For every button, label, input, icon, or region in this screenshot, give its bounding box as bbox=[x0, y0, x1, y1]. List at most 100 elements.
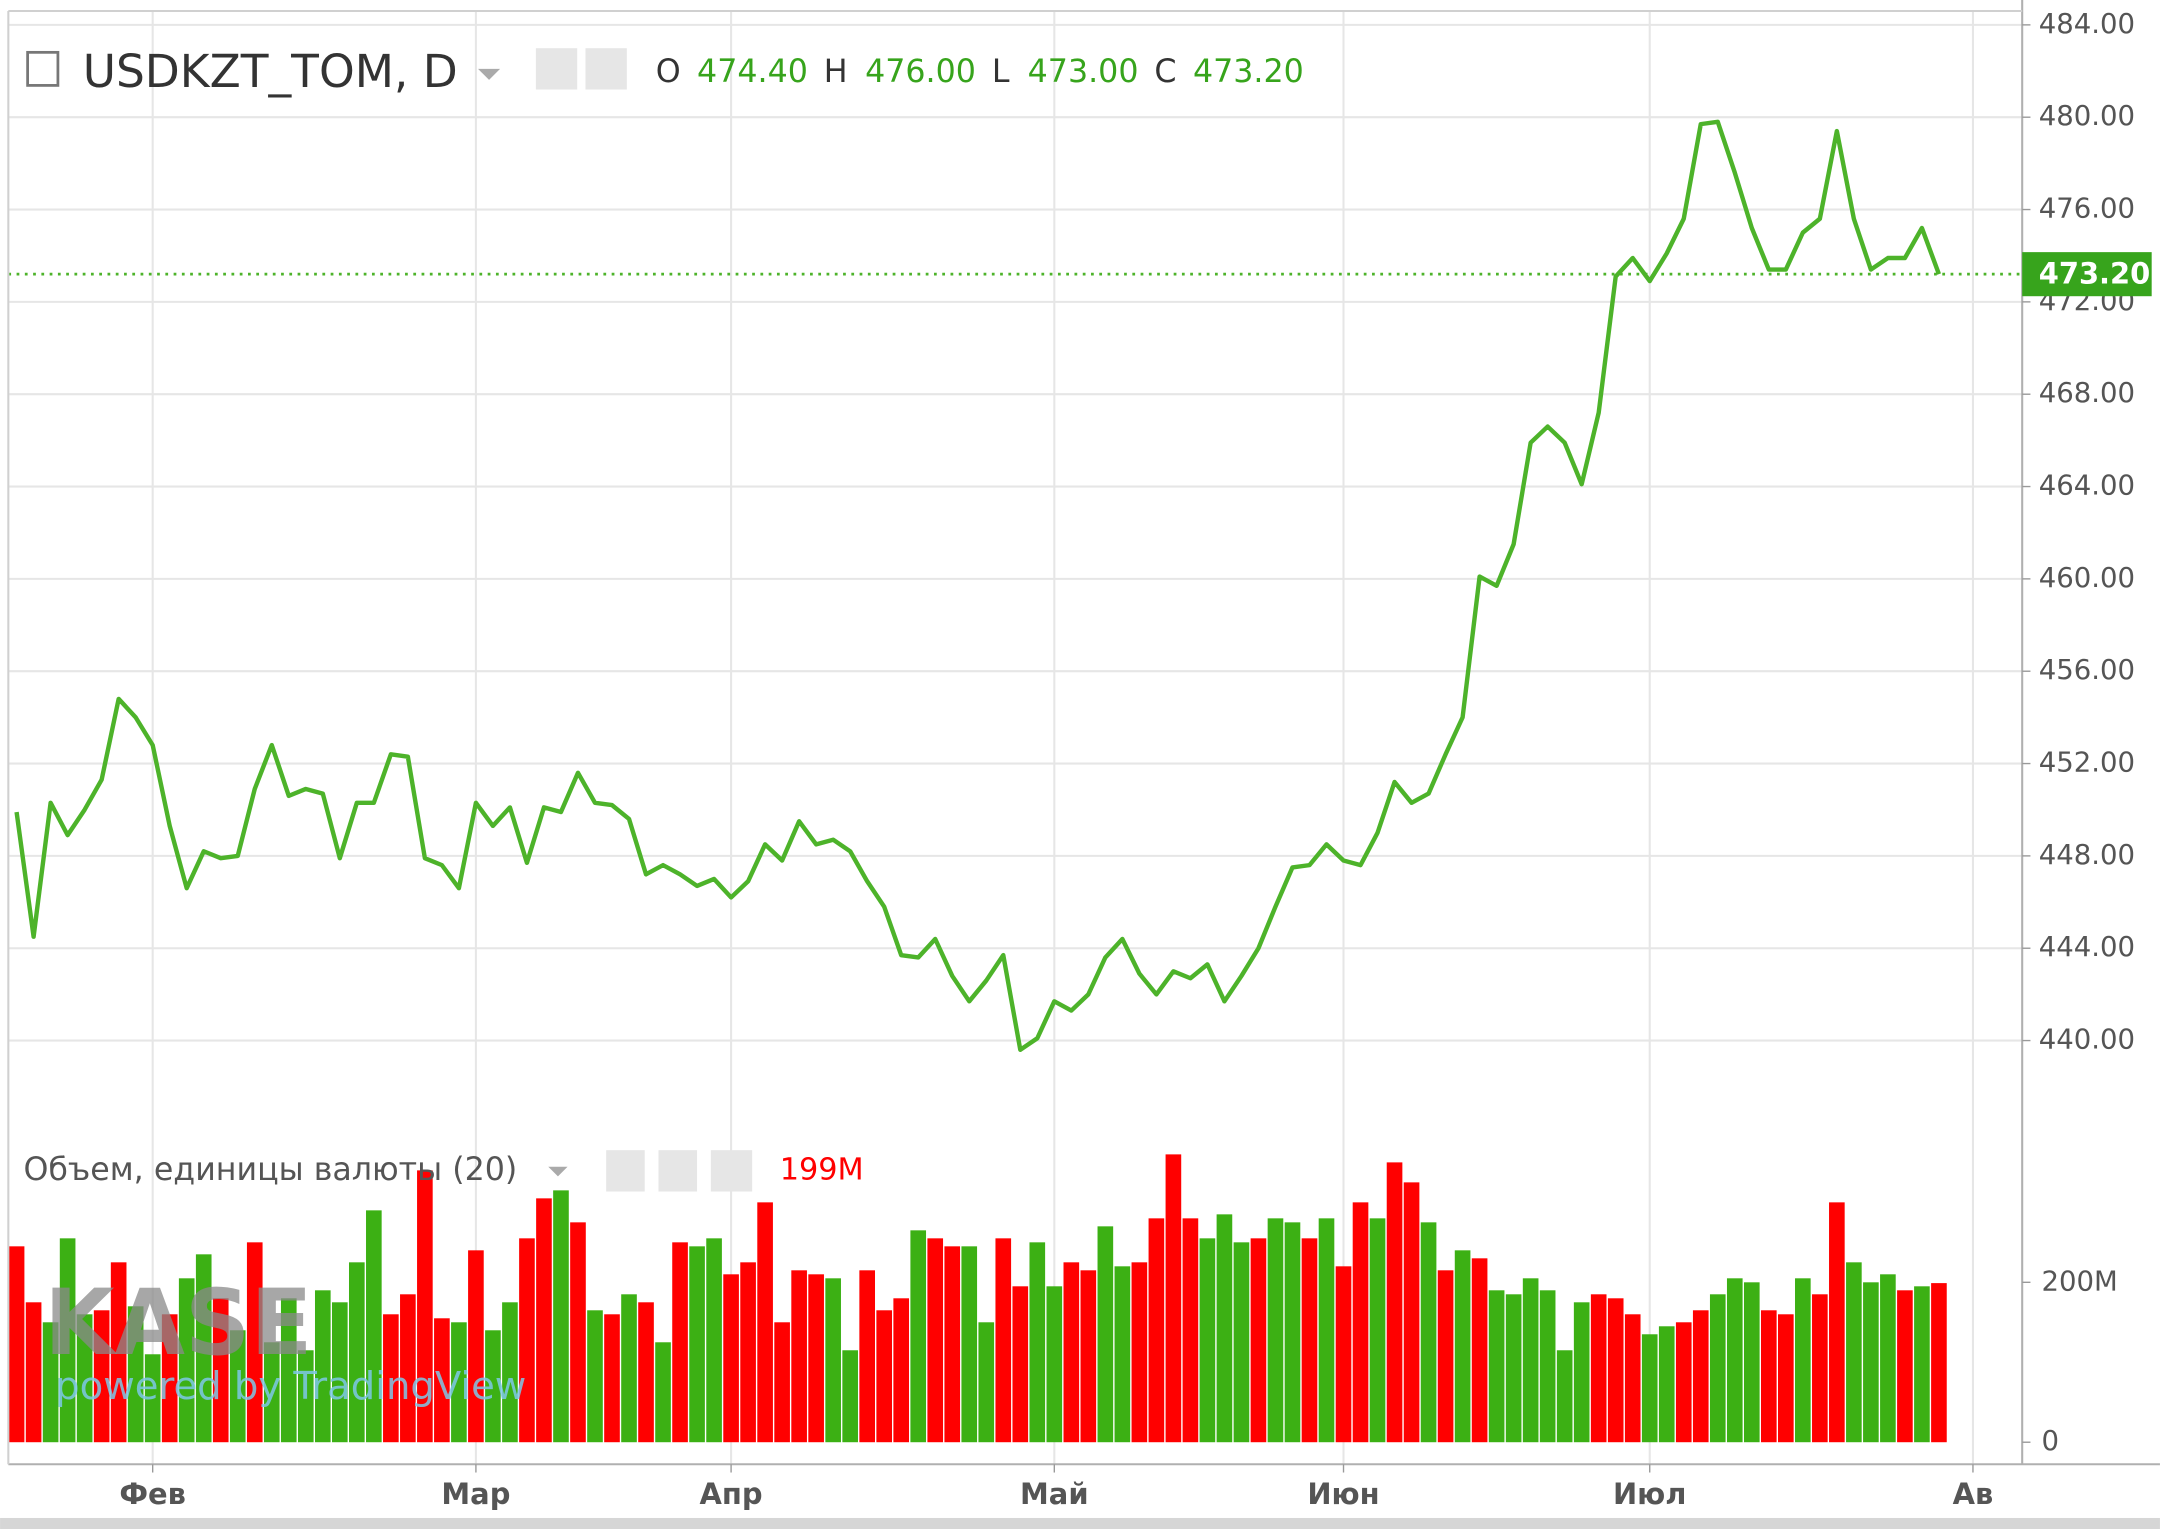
volume-bar bbox=[8, 1246, 25, 1443]
volume-bar bbox=[263, 1342, 280, 1443]
volume-bar bbox=[1284, 1222, 1301, 1443]
high-letter: H bbox=[824, 54, 848, 90]
volume-bar bbox=[400, 1294, 416, 1443]
volume-bar bbox=[1914, 1286, 1930, 1443]
volume-bar bbox=[1335, 1266, 1352, 1443]
volume-bar bbox=[689, 1246, 705, 1443]
volume-bar bbox=[1012, 1286, 1029, 1443]
volume-bar bbox=[1573, 1302, 1590, 1443]
price-layer bbox=[8, 119, 2023, 1052]
y-tick-label: 484.00 bbox=[2039, 8, 2135, 40]
y2-tick-label: 200M bbox=[2041, 1265, 2117, 1297]
close-letter: C bbox=[1154, 54, 1176, 90]
volume-bar bbox=[825, 1278, 841, 1443]
low-value: 473.00 bbox=[1028, 54, 1139, 90]
menu-icon[interactable] bbox=[26, 50, 60, 87]
volume-bar bbox=[1063, 1262, 1080, 1443]
eye-icon[interactable] bbox=[535, 48, 578, 90]
x-tick-label: Май bbox=[1020, 1477, 1089, 1511]
low-letter: L bbox=[992, 54, 1010, 90]
volume-bar bbox=[1709, 1294, 1726, 1443]
volume-bar bbox=[297, 1350, 314, 1443]
volume-bar bbox=[212, 1298, 229, 1443]
price-line bbox=[14, 119, 1941, 1052]
volume-bar bbox=[144, 1354, 161, 1443]
volume-bar bbox=[1863, 1282, 1879, 1443]
volume-bar bbox=[502, 1302, 518, 1443]
y-tick-label: 468.00 bbox=[2039, 377, 2135, 409]
dropdown-icon[interactable] bbox=[478, 68, 501, 80]
volume-bar bbox=[246, 1242, 263, 1443]
volume-bar bbox=[42, 1322, 59, 1443]
volume-bar bbox=[927, 1238, 944, 1443]
volume-bar bbox=[1199, 1238, 1216, 1443]
volume-last: 199M bbox=[780, 1152, 864, 1187]
volume-bar bbox=[383, 1314, 399, 1443]
volume-bar bbox=[842, 1350, 858, 1443]
volume-bar bbox=[1931, 1283, 1947, 1443]
volume-bar bbox=[1097, 1226, 1114, 1443]
volume-bar bbox=[1675, 1322, 1692, 1443]
volume-bar bbox=[536, 1198, 552, 1443]
volume-bar bbox=[791, 1270, 807, 1443]
volume-bar bbox=[1505, 1294, 1522, 1443]
volume-bar bbox=[1216, 1214, 1233, 1443]
volume-bar bbox=[774, 1322, 790, 1443]
volume-bar bbox=[1539, 1290, 1556, 1443]
volume-bar bbox=[944, 1246, 961, 1443]
volume-bar bbox=[1812, 1294, 1828, 1443]
open-letter: O bbox=[656, 54, 681, 90]
volume-bar bbox=[417, 1170, 433, 1443]
y-tick-label: 444.00 bbox=[2039, 931, 2135, 963]
volume-bar bbox=[1352, 1202, 1369, 1443]
volume-bar bbox=[331, 1302, 348, 1443]
y-tick-label: 480.00 bbox=[2039, 100, 2135, 132]
volume-bar bbox=[1471, 1258, 1488, 1443]
x-tick-label: Июн bbox=[1307, 1477, 1379, 1511]
x-tick-label: Мар bbox=[441, 1477, 510, 1511]
volume-bar bbox=[1114, 1266, 1131, 1443]
close-icon[interactable] bbox=[710, 1150, 753, 1192]
volume-bar bbox=[1846, 1262, 1862, 1443]
settings-icon[interactable] bbox=[585, 48, 627, 90]
volume-bar bbox=[655, 1342, 671, 1443]
volume-bar bbox=[178, 1278, 195, 1443]
volume-bar bbox=[757, 1202, 773, 1443]
volume-bar bbox=[1301, 1238, 1318, 1443]
volume-bar bbox=[59, 1238, 76, 1443]
last-price-label: 473.20 bbox=[2039, 257, 2151, 291]
y-tick-label: 452.00 bbox=[2039, 747, 2135, 779]
volume-bar bbox=[1046, 1286, 1063, 1443]
open-value: 474.40 bbox=[697, 54, 808, 90]
volume-bar bbox=[910, 1230, 927, 1443]
volume-layer bbox=[8, 1154, 1947, 1443]
y-tick-label: 456.00 bbox=[2039, 654, 2135, 686]
volume-bar bbox=[1760, 1310, 1777, 1443]
dropdown-icon[interactable] bbox=[548, 1166, 568, 1177]
eye-icon[interactable] bbox=[606, 1150, 645, 1192]
volume-bar bbox=[468, 1250, 484, 1443]
volume-bar bbox=[485, 1330, 501, 1443]
volume-bar bbox=[349, 1262, 365, 1443]
volume-bar bbox=[76, 1314, 93, 1443]
volume-bar bbox=[1641, 1334, 1658, 1443]
volume-bar bbox=[1607, 1298, 1624, 1443]
volume-bar bbox=[1131, 1262, 1148, 1443]
watermark: KASE powered by TradingView bbox=[44, 1271, 526, 1409]
volume-bar bbox=[1743, 1282, 1760, 1443]
symbol: USDKZT_TOM, D bbox=[83, 45, 458, 98]
volume-bar bbox=[366, 1210, 382, 1443]
volume-bar bbox=[553, 1190, 569, 1443]
y-tick-label: 460.00 bbox=[2039, 562, 2135, 594]
high-value: 476.00 bbox=[865, 54, 976, 90]
volume-bar bbox=[93, 1310, 110, 1443]
y-tick-label: 476.00 bbox=[2039, 193, 2135, 225]
volume-bar bbox=[1590, 1294, 1607, 1443]
settings-icon[interactable] bbox=[658, 1150, 698, 1192]
volume-bar bbox=[229, 1330, 246, 1443]
bottom-strip bbox=[0, 1517, 2160, 1529]
y-tick-label: 464.00 bbox=[2039, 470, 2135, 502]
volume-bar bbox=[1267, 1218, 1284, 1443]
volume-bar bbox=[1897, 1290, 1913, 1443]
volume-bar bbox=[638, 1302, 654, 1443]
